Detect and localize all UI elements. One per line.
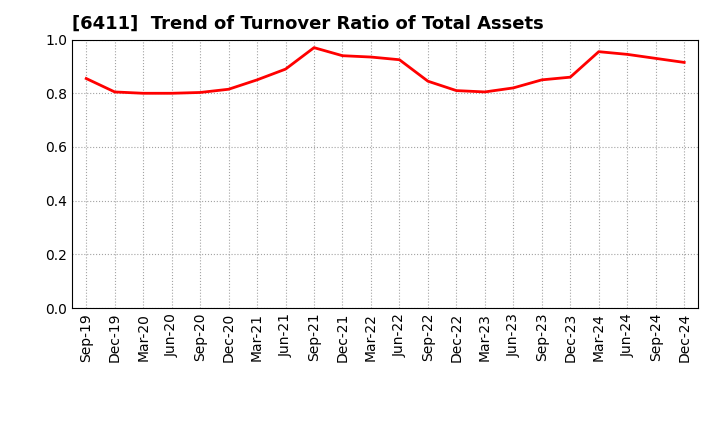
Text: [6411]  Trend of Turnover Ratio of Total Assets: [6411] Trend of Turnover Ratio of Total … [72, 15, 544, 33]
